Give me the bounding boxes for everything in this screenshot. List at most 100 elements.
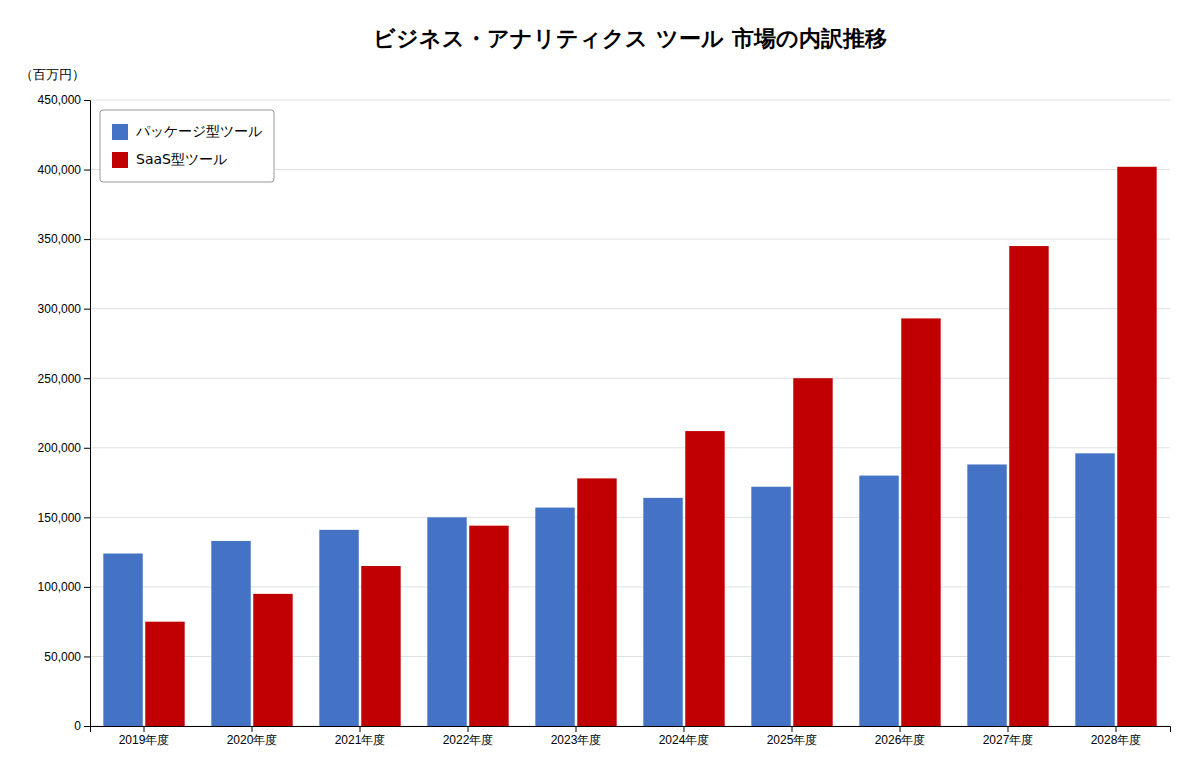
x-tick-label: 2020年度 [227, 733, 278, 747]
bar [103, 554, 142, 726]
x-tick-mark [360, 726, 361, 732]
legend-label: パッケージ型ツール [135, 123, 262, 139]
y-tick-mark [84, 517, 90, 518]
y-tick-label: 350,000 [38, 232, 82, 246]
grid-line [90, 447, 1170, 448]
x-tick-label: 2025年度 [767, 733, 818, 747]
x-tick-mark [1008, 726, 1009, 732]
legend-box [100, 110, 274, 182]
legend-label: SaaS型ツール [136, 151, 227, 167]
bar [145, 622, 184, 726]
x-axis-line [91, 727, 1171, 733]
x-tick-mark [468, 726, 469, 732]
x-tick: 2023年度 [551, 726, 602, 747]
bars [103, 167, 1156, 726]
x-tick: 2024年度 [659, 726, 710, 747]
x-tick: 2021年度 [335, 726, 386, 747]
bar [1009, 246, 1048, 726]
y-tick-mark [84, 239, 90, 240]
legend-item: SaaS型ツール [112, 151, 227, 168]
grid-line [90, 308, 1170, 309]
y-tick-mark [84, 378, 90, 379]
grid-line [90, 378, 1170, 379]
y-tick-label: 450,000 [38, 93, 82, 107]
bar [643, 498, 682, 726]
y-tick-label: 400,000 [38, 163, 82, 177]
y-tick-mark [84, 726, 90, 727]
x-tick-label: 2028年度 [1091, 733, 1142, 747]
x-tick-label: 2021年度 [335, 733, 386, 747]
y-tick-label: 300,000 [38, 302, 82, 316]
bar [427, 517, 466, 726]
bar [253, 594, 292, 726]
y-tick: 200,000 [38, 441, 90, 455]
x-tick-label: 2024年度 [659, 733, 710, 747]
x-tick-label: 2026年度 [875, 733, 926, 747]
bar-series [103, 453, 1114, 726]
x-tick: 2022年度 [443, 726, 494, 747]
bar [469, 526, 508, 726]
bar [535, 508, 574, 726]
x-tick: 2028年度 [1091, 726, 1142, 747]
y-tick-mark [84, 656, 90, 657]
bar [361, 566, 400, 726]
x-tick-mark [144, 726, 145, 732]
y-tick: 300,000 [38, 302, 90, 316]
x-axis: 2019年度 2020年度 2021年度 2022年度 2023年度 2024年度 2025… [91, 726, 1171, 747]
x-tick: 2019年度 [119, 726, 170, 747]
x-tick-mark [900, 726, 901, 732]
y-tick-mark [84, 309, 90, 310]
y-tick: 150,000 [38, 511, 90, 525]
y-tick-label: 100,000 [38, 580, 82, 594]
x-tick-label: 2023年度 [551, 733, 602, 747]
bar [859, 476, 898, 726]
bar [319, 530, 358, 726]
grid-line [90, 517, 1170, 518]
y-tick: 100,000 [38, 580, 90, 594]
x-tick-mark [252, 726, 253, 732]
y-tick-label: 0 [74, 719, 81, 733]
bar [685, 431, 724, 726]
plot: 0 50,000 100,000 150,000 200,000 250,000 300,0… [38, 93, 1171, 746]
bar [577, 478, 616, 726]
y-tick-label: 150,000 [38, 511, 82, 525]
y-tick: 400,000 [38, 163, 90, 177]
y-tick-label: 200,000 [38, 441, 82, 455]
y-axis-line [84, 101, 91, 727]
x-tick: 2026年度 [875, 726, 926, 747]
y-tick-mark [84, 448, 90, 449]
y-tick: 450,000 [38, 93, 90, 107]
y-axis-title: （百万円） [20, 67, 85, 82]
chart: ビジネス・アナリティクス ツール 市場の内訳推移 （百万円） 0 50,000 100,… [0, 0, 1200, 776]
x-tick-mark [1116, 726, 1117, 732]
grid-line [90, 100, 1170, 101]
x-tick-mark [792, 726, 793, 732]
y-tick: 350,000 [38, 232, 90, 246]
bar [751, 487, 790, 726]
y-tick-mark [84, 100, 90, 101]
x-tick-mark [576, 726, 577, 732]
y-tick-mark [84, 587, 90, 588]
x-tick: 2027年度 [983, 726, 1034, 747]
title: ビジネス・アナリティクス ツール 市場の内訳推移 [373, 26, 886, 51]
y-tick-mark [84, 170, 90, 171]
grid-line [90, 656, 1170, 657]
bar [967, 464, 1006, 726]
bar [1075, 453, 1114, 726]
y-tick: 0 [74, 719, 90, 733]
legend-swatch [112, 124, 128, 140]
grid-line [90, 586, 1170, 587]
x-tick-label: 2022年度 [443, 733, 494, 747]
x-tick: 2025年度 [767, 726, 818, 747]
legend-item: パッケージ型ツール [112, 123, 262, 140]
y-tick: 50,000 [44, 650, 90, 664]
bar [793, 378, 832, 726]
bar [1117, 167, 1156, 726]
x-tick-mark [684, 726, 685, 732]
grid-line [90, 239, 1170, 240]
x-tick-label: 2027年度 [983, 733, 1034, 747]
grid [90, 100, 1170, 726]
bar [901, 318, 940, 726]
y-tick-label: 250,000 [38, 372, 82, 386]
legend-swatch [112, 152, 128, 168]
